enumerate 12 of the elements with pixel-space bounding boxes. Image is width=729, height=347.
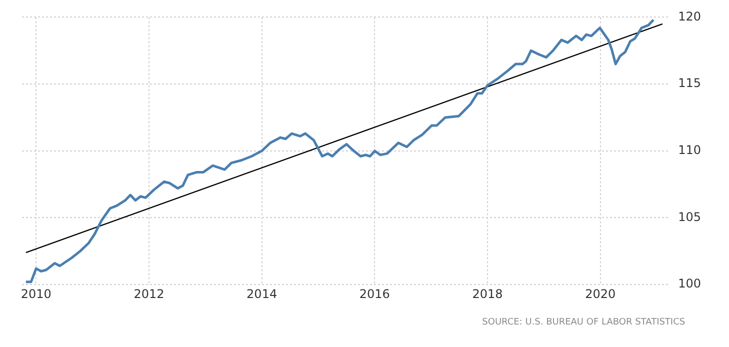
y-tick-label: 115 [678, 76, 701, 90]
y-tick-label: 120 [678, 9, 701, 24]
x-tick-label: 2014 [246, 286, 278, 301]
y-tick-label: 100 [678, 276, 701, 291]
x-tick-label: 2016 [359, 286, 390, 301]
y-tick-label: 110 [678, 143, 701, 158]
x-tick-label: 2010 [20, 286, 52, 301]
x-tick-label: 2020 [585, 286, 616, 301]
x-tick-label: 2018 [472, 286, 503, 301]
source-note: SOURCE: U.S. BUREAU OF LABOR STATISTICS [482, 317, 686, 328]
y-tick-label: 105 [678, 210, 701, 224]
x-tick-label: 2012 [134, 286, 164, 301]
